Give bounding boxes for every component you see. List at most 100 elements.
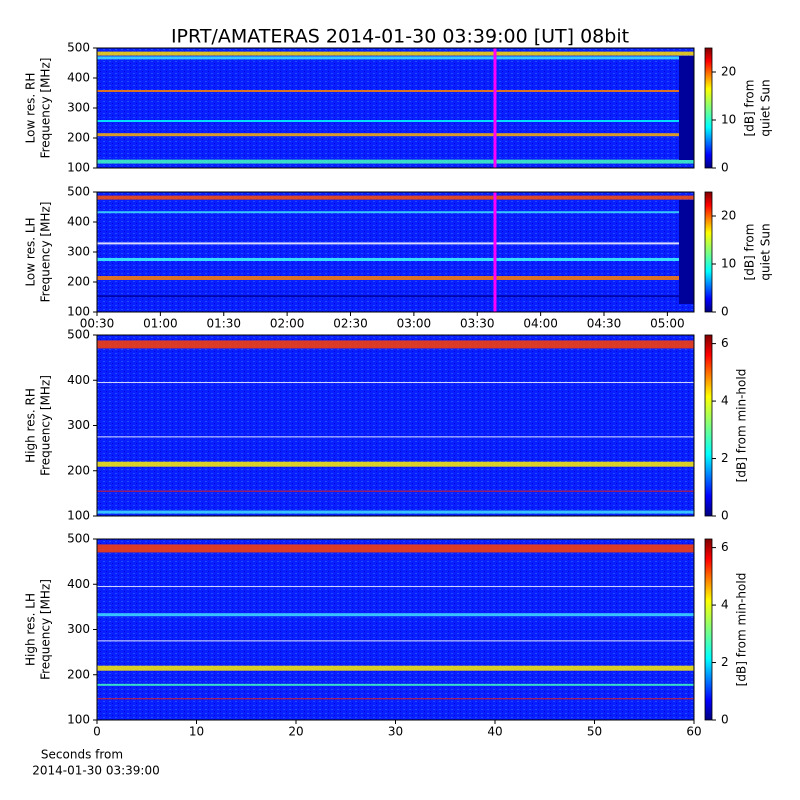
spectral-band	[97, 120, 694, 122]
spectral-band	[97, 382, 694, 384]
x-tick-label: 40	[487, 725, 502, 739]
colorbar	[704, 538, 713, 721]
spectrogram	[97, 539, 694, 720]
spectral-band	[97, 613, 694, 617]
spectral-band	[97, 195, 694, 200]
x-tick-label: 01:30	[206, 317, 241, 331]
y-tick-label: 400	[67, 215, 90, 229]
y-tick-label: 500	[67, 328, 90, 342]
colorbar	[704, 334, 713, 517]
spectral-band	[97, 544, 694, 553]
colorbar-tick-label: 10	[721, 257, 736, 271]
colorbar-label: [dB] from	[743, 224, 757, 281]
x-tick-label: 04:30	[587, 317, 622, 331]
colorbar	[704, 191, 713, 313]
x-tick-label: 30	[388, 725, 403, 739]
y-axis-label: Frequency [MHz]	[39, 579, 53, 680]
y-tick-label: 400	[67, 577, 90, 591]
y-tick-label: 100	[67, 509, 90, 523]
colorbar	[704, 47, 713, 169]
edge-strip	[679, 56, 694, 160]
x-tick-label: 03:30	[460, 317, 495, 331]
spectral-band	[97, 510, 694, 514]
spectral-band	[97, 159, 694, 164]
colorbar-label: [dB] from min-hold	[735, 369, 749, 483]
y-tick-label: 200	[67, 463, 90, 477]
y-tick-label: 200	[67, 667, 90, 681]
spectrogram	[97, 335, 694, 516]
y-axis-label: Frequency [MHz]	[39, 58, 53, 159]
y-axis-label: Frequency [MHz]	[39, 375, 53, 476]
x-axis-label: Seconds from	[41, 748, 123, 762]
x-tick-label: 20	[288, 725, 303, 739]
y-axis-label: Low res. RH	[24, 73, 38, 144]
y-tick-label: 400	[67, 71, 90, 85]
x-tick-label: 01:00	[143, 317, 178, 331]
colorbar-tick-label: 0	[721, 161, 729, 175]
spectral-band	[97, 258, 694, 261]
spectral-band	[97, 640, 694, 642]
colorbar-tick-label: 10	[721, 113, 736, 127]
spectrogram	[97, 48, 694, 168]
x-tick-label: 0	[93, 725, 101, 739]
colorbar-tick-label: 2	[721, 451, 729, 465]
spectral-band	[97, 665, 694, 671]
colorbar-tick-label: 0	[721, 305, 729, 319]
y-tick-label: 300	[67, 101, 90, 115]
x-tick-label: 03:00	[397, 317, 432, 331]
spectrogram	[97, 192, 694, 312]
x-tick-label: 10	[189, 725, 204, 739]
y-axis-label: High res. LH	[24, 593, 38, 666]
x-tick-label: 05:00	[650, 317, 685, 331]
y-tick-label: 500	[67, 41, 90, 55]
spectral-band	[97, 586, 694, 588]
colorbar-tick-label: 6	[721, 540, 729, 554]
spectral-band	[97, 295, 694, 298]
spectral-band	[97, 436, 694, 438]
colorbar-tick-label: 0	[721, 509, 729, 523]
colorbar-tick-label: 2	[721, 655, 729, 669]
y-tick-label: 300	[67, 418, 90, 432]
spectral-band	[97, 51, 694, 56]
colorbar-tick-label: 6	[721, 336, 729, 350]
y-tick-label: 100	[67, 713, 90, 727]
y-axis-label: Low res. LH	[24, 217, 38, 286]
colorbar-tick-label: 20	[721, 65, 736, 79]
spectral-band	[97, 211, 694, 214]
colorbar-label: [dB] from min-hold	[735, 573, 749, 687]
edge-strip	[679, 200, 694, 304]
colorbar-label: quiet Sun	[759, 79, 773, 136]
colorbar-tick-label: 4	[721, 598, 729, 612]
x-tick-label: 60	[686, 725, 701, 739]
y-axis-label: High res. RH	[24, 388, 38, 463]
y-tick-label: 100	[67, 305, 90, 319]
y-tick-label: 300	[67, 622, 90, 636]
spectral-band	[97, 490, 694, 492]
y-tick-label: 300	[67, 245, 90, 259]
chart-title: IPRT/AMATERAS 2014-01-30 03:39:00 [UT] 0…	[171, 26, 629, 48]
colorbar-label: [dB] from	[743, 80, 757, 137]
colorbar-tick-label: 20	[721, 209, 736, 223]
x-tick-label: 50	[587, 725, 602, 739]
y-tick-label: 100	[67, 161, 90, 175]
spectral-band	[97, 56, 694, 60]
x-tick-label: 02:30	[333, 317, 368, 331]
spectral-band	[97, 683, 694, 686]
y-tick-label: 500	[67, 185, 90, 199]
spectral-band	[97, 276, 694, 280]
y-tick-label: 200	[67, 275, 90, 289]
colorbar-tick-label: 4	[721, 394, 729, 408]
x-tick-label: 02:00	[270, 317, 305, 331]
y-tick-label: 200	[67, 131, 90, 145]
y-tick-label: 500	[67, 532, 90, 546]
spectral-band	[97, 242, 694, 245]
colorbar-tick-label: 0	[721, 713, 729, 727]
colorbar-label: quiet Sun	[759, 223, 773, 280]
spectral-band	[97, 133, 694, 137]
y-tick-label: 400	[67, 373, 90, 387]
y-axis-label: Frequency [MHz]	[39, 202, 53, 303]
spectral-band	[97, 90, 694, 92]
spectral-band	[97, 698, 694, 700]
